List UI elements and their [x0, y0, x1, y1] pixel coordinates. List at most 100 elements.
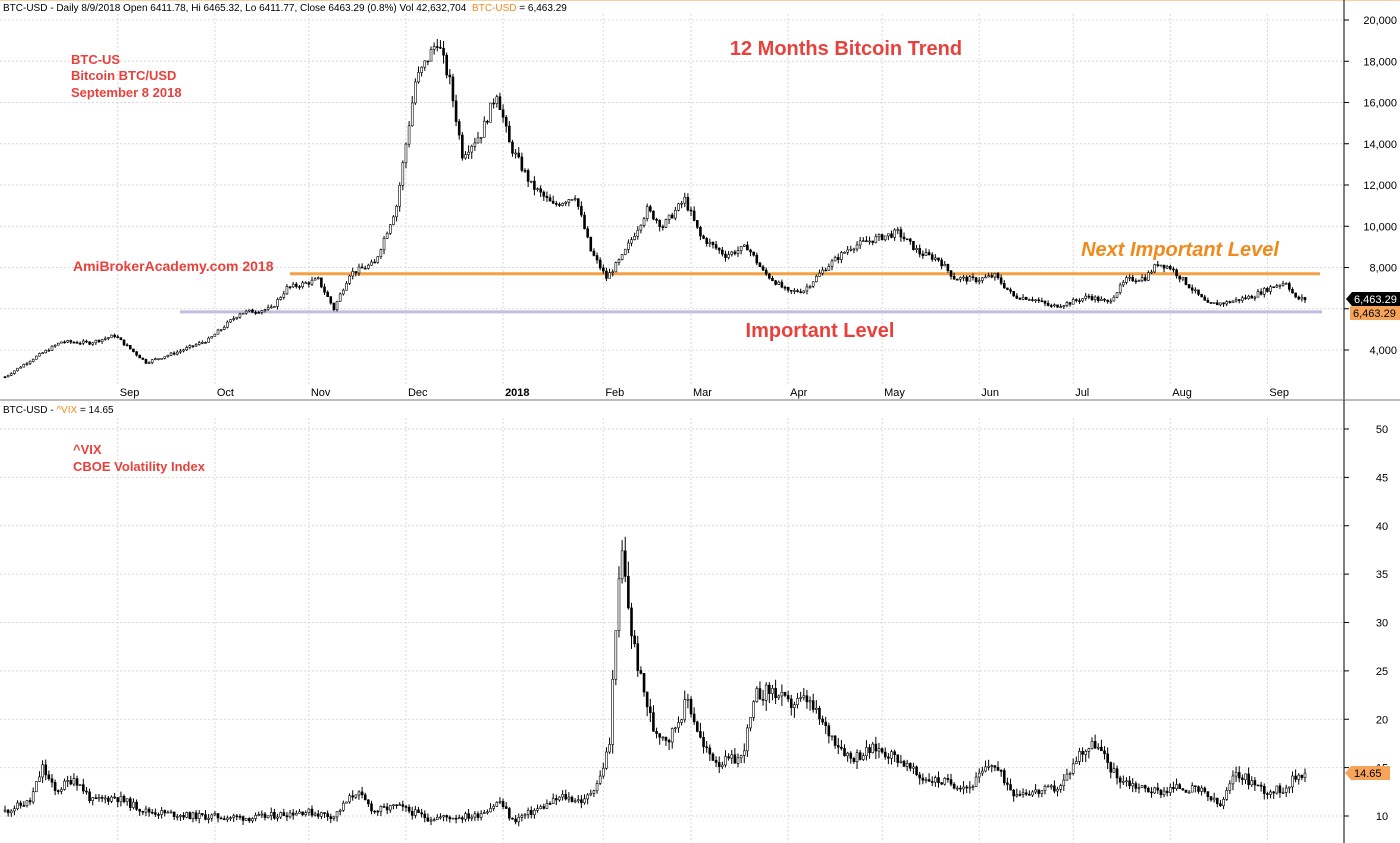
vix-candle	[877, 748, 881, 752]
vix-candle	[808, 700, 812, 703]
vix-candle	[1043, 786, 1047, 791]
bottom-header: BTC-USD - ^VIX = 14.65	[3, 405, 114, 416]
x-tick-label: Sep	[1269, 387, 1289, 399]
btc-candle	[401, 162, 405, 186]
vix-candle	[219, 817, 223, 820]
btc-candle	[761, 266, 765, 271]
vix-candle	[476, 813, 480, 818]
btc-candle	[742, 244, 746, 247]
vix-candle	[1040, 790, 1044, 794]
btc-candle	[1140, 277, 1144, 281]
vix-candle	[69, 780, 73, 785]
btc-candle	[1040, 300, 1044, 303]
vix-candle	[320, 812, 323, 817]
vix-candle	[818, 707, 821, 720]
btc-candle	[692, 210, 696, 221]
bottom-y-tick-label: 45	[1376, 472, 1388, 484]
btc-candle	[959, 277, 962, 280]
vix-candle	[486, 811, 489, 814]
btc-candle	[320, 277, 323, 288]
btc-candle	[248, 309, 251, 312]
vix-candle	[285, 815, 289, 818]
vix-candle	[1200, 787, 1203, 792]
btc-candle	[664, 219, 668, 228]
vix-candle	[367, 799, 370, 805]
btc-candle	[417, 72, 420, 83]
vix-candle	[78, 784, 82, 786]
vix-candle	[764, 684, 768, 701]
btc-candle	[1266, 288, 1269, 292]
btc-candle	[304, 282, 308, 284]
vix-candle	[326, 813, 329, 817]
btc-candle	[307, 282, 311, 285]
vix-candle	[100, 797, 104, 799]
btc-candle	[370, 261, 373, 266]
vix-candle	[160, 810, 163, 815]
vix-candle	[348, 795, 351, 803]
vix-candle	[840, 746, 843, 749]
vix-candle	[890, 751, 893, 759]
btc-candle	[1049, 305, 1053, 307]
btc-candle	[1046, 302, 1050, 306]
btc-candle	[1172, 268, 1175, 271]
vix-candle	[1049, 785, 1053, 788]
vix-candle	[1197, 786, 1200, 792]
btc-candle	[1278, 284, 1282, 287]
btc-candle	[6, 374, 10, 378]
btc-candle	[811, 281, 815, 287]
btc-candle	[620, 254, 624, 260]
vix-candle	[730, 754, 734, 759]
btc-candle	[1106, 299, 1109, 302]
btc-candle	[905, 238, 909, 241]
vix-candle	[141, 810, 145, 813]
vix-candle	[470, 816, 474, 819]
vix-candle	[1172, 786, 1175, 789]
btc-candle	[617, 259, 621, 263]
vix-candle	[1206, 791, 1210, 797]
btc-candle	[191, 345, 195, 347]
vix-candle	[551, 798, 555, 805]
vix-candle	[395, 804, 398, 806]
btc-candle	[836, 257, 840, 260]
vix-candle	[1250, 780, 1254, 786]
vix-candle	[1178, 784, 1181, 789]
vix-candle	[1115, 768, 1119, 779]
vix-candle	[232, 815, 235, 818]
btc-candle	[880, 234, 884, 241]
btc-candle	[699, 227, 702, 237]
vix-candle	[949, 779, 953, 785]
btc-candle	[1300, 297, 1304, 300]
btc-candle	[1087, 295, 1091, 298]
bottom-y-tick-label: 30	[1376, 618, 1388, 630]
btc-candle	[645, 206, 649, 219]
btc-candle	[486, 120, 489, 123]
vix-candle	[354, 794, 358, 798]
btc-candle	[338, 293, 342, 302]
vix-candle	[489, 808, 492, 813]
vix-candle	[996, 767, 1000, 771]
vix-candles	[3, 536, 1307, 827]
btc-candle	[548, 197, 552, 202]
btc-candle	[551, 200, 555, 204]
btc-candle	[342, 289, 345, 295]
btc-candle	[1128, 276, 1131, 279]
vix-candle	[752, 701, 755, 718]
vix-candle	[66, 780, 69, 782]
btc-candle	[661, 226, 665, 228]
bottom-y-tick-label: 35	[1376, 569, 1388, 581]
btc-candle	[736, 250, 740, 254]
btc-candle	[614, 262, 618, 273]
vix-candle	[9, 810, 13, 814]
btc-candle	[793, 290, 796, 292]
btc-candle	[72, 341, 76, 344]
vix-candle	[1222, 799, 1225, 807]
vix-candle	[1125, 780, 1128, 783]
vix-candle	[893, 751, 896, 756]
btc-candle	[802, 290, 806, 293]
btc-candle	[454, 100, 458, 122]
btc-candle	[238, 313, 242, 318]
btc-candle	[492, 102, 495, 105]
btc-candle	[981, 277, 984, 281]
vix-candle	[479, 813, 483, 818]
vix-candle	[1068, 773, 1072, 775]
